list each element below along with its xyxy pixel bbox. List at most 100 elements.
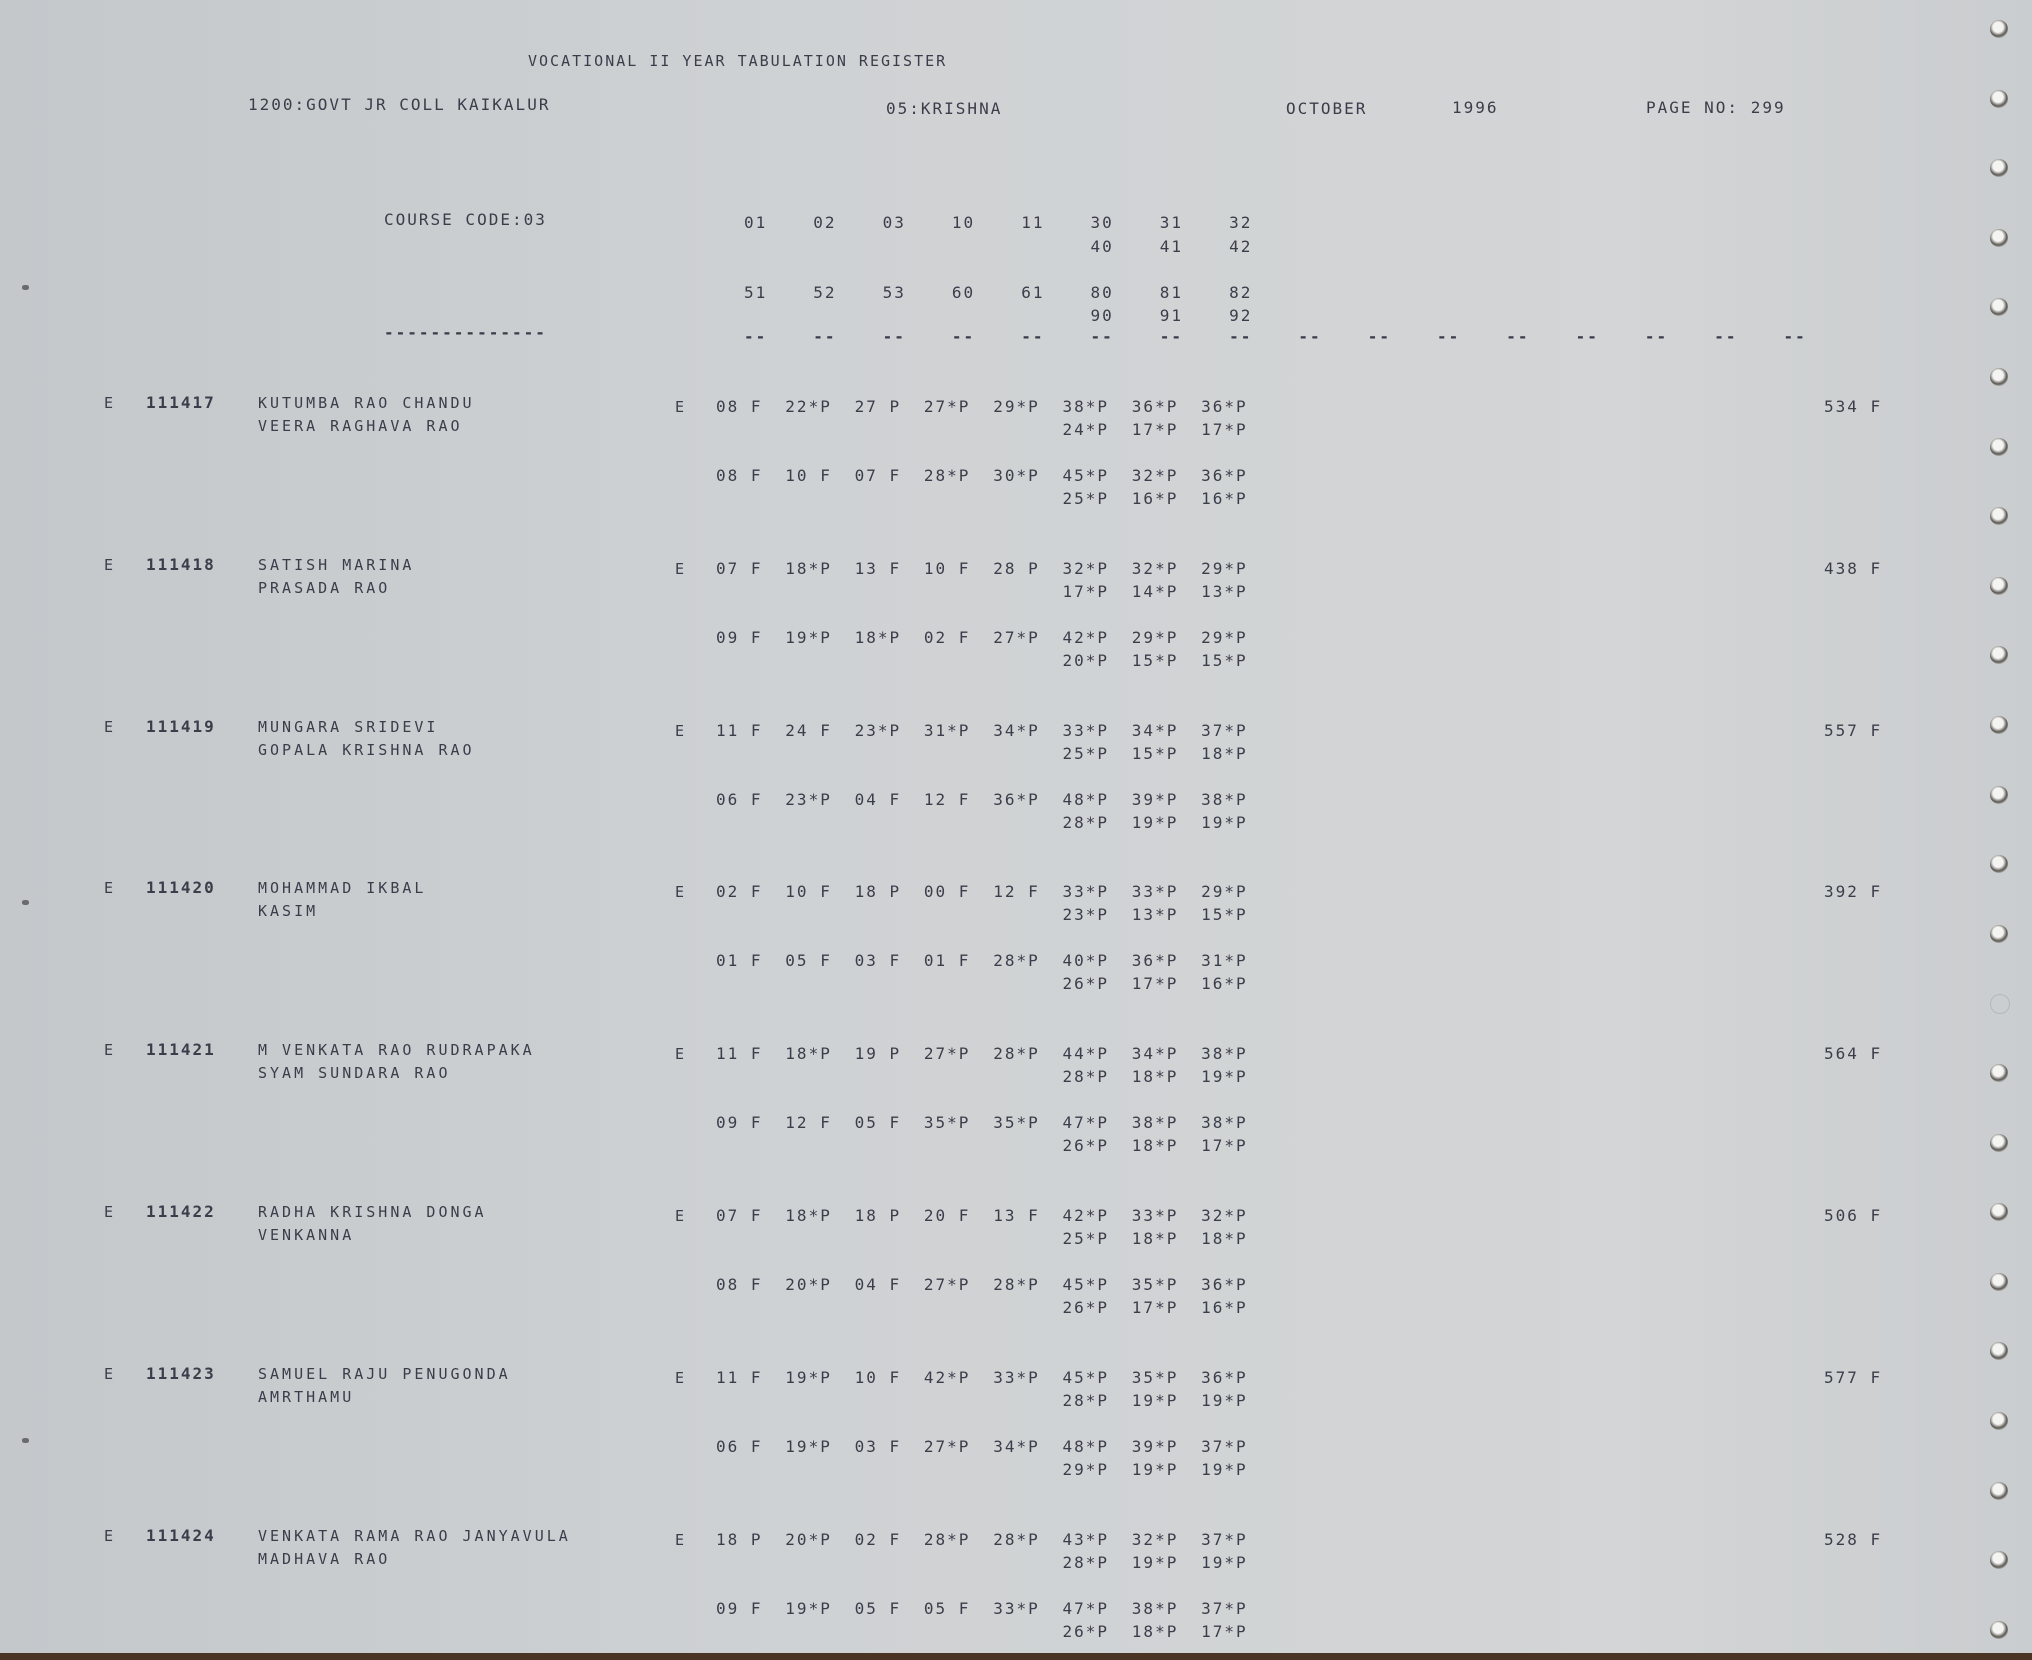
exam-flag: E [675,1530,688,1549]
parent-name: MADHAVA RAO [258,1549,391,1568]
subject-mark: 34*P [1131,720,1179,740]
subject-mark: 08 F [716,397,763,416]
feed-hole [1990,855,2008,874]
subject-mark: 19*P [785,627,832,647]
subject-mark: 09 F [716,627,763,647]
exam-year: 1996 [1452,98,1499,117]
subject-mark: 28*P [1062,812,1110,832]
parent-name: PRASADA RAO [258,578,391,597]
subject-mark: 11 F [716,1044,763,1064]
subject-mark: 10 F [854,1367,902,1387]
subject-mark: 28*P [1062,1067,1110,1087]
feed-hole [1990,994,2010,1015]
subject-mark: 18*P [1131,1067,1179,1087]
subject-mark: 19*P [785,1436,832,1456]
subject-mark: 27*P [923,1275,971,1294]
subject-code: 92 [1229,306,1253,325]
subject-mark: 24 F [785,720,832,740]
feed-hole [1990,1412,2008,1430]
subject-mark: 18*P [1131,1229,1179,1248]
feed-hole [1990,507,2008,526]
subject-mark: 09 F [716,1598,763,1618]
subject-mark: 31*P [923,720,971,740]
column-divider: -- [1229,327,1253,346]
record-flag: E [104,1364,117,1383]
subject-mark: 19*P [1201,812,1248,832]
subject-mark: 18 P [716,1529,763,1549]
column-divider: -- [1506,327,1530,346]
subject-code: 11 [1021,213,1045,232]
subject-mark: 13 F [854,558,902,578]
subject-mark: 17*P [1201,1136,1248,1156]
student-name: KUTUMBA RAO CHANDU [258,394,475,412]
subject-mark: 22*P [785,397,832,416]
subject-code: 31 [1159,213,1184,232]
parent-name: VEERA RAGHAVA RAO [258,417,463,435]
subject-code: 10 [951,213,976,232]
subject-mark: 19*P [1131,1390,1179,1410]
subject-mark: 19*P [1131,1552,1179,1572]
subject-mark: 23*P [1062,905,1110,925]
registration-number: 111417 [146,393,216,412]
subject-mark: 00 F [923,882,971,902]
feed-hole [1990,298,2008,317]
student-name: SAMUEL RAJU PENUGONDA [258,1364,511,1383]
exam-flag: E [675,883,688,902]
subject-mark: 27*P [993,627,1040,647]
page-number: PAGE NO: 299 [1646,98,1786,117]
subject-mark: 17*P [1062,581,1110,601]
subject-mark: 06 F [716,1436,763,1456]
subject-mark: 24*P [1062,420,1110,439]
subject-mark: 29*P [1201,627,1248,647]
feed-hole [1990,228,2008,247]
subject-mark: 35*P [1131,1367,1179,1387]
subject-mark: 37*P [1201,1529,1248,1549]
subject-mark: 11 F [716,720,763,740]
college-name: 1200:GOVT JR COLL KAIKALUR [248,95,551,114]
feed-hole [1990,716,2008,734]
registration-number: 111423 [146,1363,216,1383]
record-flag: E [104,394,117,412]
subject-mark: 27*P [923,1436,971,1456]
record-flag: E [104,717,117,736]
subject-mark: 33*P [1131,1206,1179,1225]
subject-mark: 07 F [716,558,763,578]
subject-mark: 17*P [1131,974,1179,994]
speck [22,1438,29,1443]
subject-code: 30 [1090,213,1114,232]
subject-mark: 15*P [1131,650,1179,670]
subject-mark: 33*P [993,1598,1040,1618]
subject-mark: 20*P [785,1275,832,1294]
subject-mark: 07 F [716,1206,763,1225]
subject-mark: 12 F [993,882,1040,902]
subject-mark: 16*P [1201,1298,1248,1317]
subject-mark: 36*P [1201,397,1248,416]
subject-mark: 28*P [1062,1390,1110,1410]
subject-mark: 33*P [1131,882,1179,902]
page-edge [0,1653,2032,1660]
subject-mark: 19*P [1201,1390,1248,1410]
subject-mark: 02 F [716,882,763,902]
subject-code: 81 [1159,283,1184,302]
exam-flag: E [675,1207,688,1225]
subject-mark: 19*P [785,1367,832,1387]
subject-mark: 35*P [923,1113,971,1133]
student-name: M VENKATA RAO RUDRAPAKA [258,1041,535,1060]
total-marks-result: 506 F [1824,1206,1883,1225]
subject-code: 51 [744,283,768,302]
subject-mark: 36*P [1201,466,1248,485]
subject-mark: 02 F [923,627,971,647]
column-divider: -- [1090,327,1114,346]
subject-mark: 48*P [1062,789,1110,809]
subject-mark: 19*P [1131,1459,1179,1479]
subject-mark: 01 F [716,951,763,971]
subject-code: 40 [1090,237,1114,256]
subject-mark: 13 F [993,1206,1040,1225]
exam-flag: E [675,1368,688,1387]
feed-hole [1990,1620,2008,1639]
subject-mark: 33*P [1062,882,1110,902]
subject-code: 01 [744,213,768,232]
exam-flag: E [675,1045,688,1064]
subject-code: 42 [1229,237,1253,256]
subject-mark: 19*P [1201,1067,1248,1087]
